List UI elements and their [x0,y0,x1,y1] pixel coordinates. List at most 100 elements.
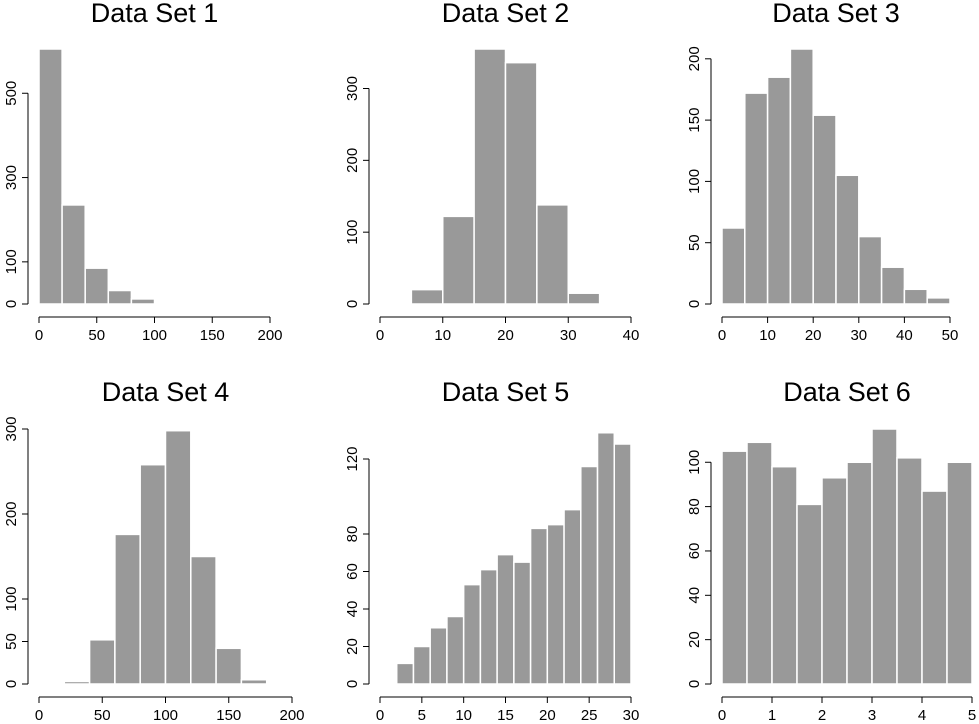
histogram-bar [504,61,538,305]
y-tick-label: 0 [3,680,20,688]
x-tick-label: 20 [539,707,556,724]
x-tick-label: 10 [759,327,776,344]
histogram-bar [473,48,507,305]
y-tick-label: 150 [686,108,703,133]
y-tick-label: 50 [3,633,20,650]
histogram-panel-2: Data Set 2 0 10 20 30 40 0 100 200 300 [344,0,639,344]
y-tick-label: 0 [344,680,361,688]
y-tick-label: 100 [344,220,361,245]
histogram-bar [546,523,565,685]
histogram-bar [766,76,792,305]
x-tick-label: 150 [200,327,225,344]
histogram-bar [63,680,91,685]
x-tick-label: 1 [768,707,776,724]
x-tick-label: 30 [560,327,577,344]
x-tick-label: 50 [94,707,111,724]
x-tick-label: 30 [623,707,640,724]
x-tick-label: 100 [153,707,178,724]
x-tick-label: 40 [623,327,640,344]
histogram-bar [240,679,268,685]
y-tick-label: 100 [686,450,703,475]
histogram-panel-5: Data Set 5 0 5 10 15 20 25 30 0 20 40 60 80 120 [344,377,639,724]
histogram-bar [903,288,928,305]
histogram-bar [821,477,848,685]
histogram-bar [215,647,243,685]
x-tick-label: 150 [216,707,241,724]
chart-title: Data Set 6 [783,377,911,407]
y-tick-label: 200 [686,46,703,71]
x-tick-label: 10 [455,707,472,724]
y-tick-label: 200 [344,148,361,173]
histogram-bar [580,465,599,685]
histogram-bar [596,432,616,685]
y-tick-label: 100 [3,249,20,274]
histogram-bar [410,288,444,305]
y-tick-label: 300 [3,416,20,441]
x-tick-label: 0 [376,327,384,344]
histogram-bar [835,174,860,305]
histogram-bar [462,583,482,685]
x-tick-label: 50 [942,327,959,344]
histogram-panel-1: Data Set 1 0 50 100 150 200 0 100 300 500 [3,0,283,344]
histogram-bar [536,204,569,305]
histogram-bar [61,204,86,305]
histogram-bar [446,615,465,685]
histogram-bar [107,289,133,305]
histogram-bar [164,429,192,685]
x-tick-label: 40 [896,327,913,344]
y-tick-label: 0 [686,680,703,688]
histogram-bar [513,561,532,685]
histogram-bar [796,503,823,685]
histogram-bar [38,48,63,305]
x-tick-label: 0 [35,707,43,724]
y-tick-label: 80 [686,498,703,515]
x-tick-label: 5 [968,707,976,724]
y-tick-label: 20 [686,631,703,648]
histogram-bar [721,227,746,305]
histogram-bar [563,508,582,685]
histogram-bar [442,215,475,305]
histogram-bar [896,457,923,685]
histogram-bar [130,298,156,305]
x-tick-label: 100 [142,327,167,344]
x-tick-label: 10 [434,327,451,344]
histogram-bar [921,490,948,685]
histogram-bar [412,645,431,685]
x-tick-label: 200 [279,707,304,724]
y-tick-label: 60 [686,543,703,560]
y-tick-label: 20 [344,638,361,655]
histogram-panel-4: Data Set 4 0 50 100 150 200 0 50 100 200 300 [3,377,305,724]
histogram-bar [880,266,906,305]
histogram-panel-6: Data Set 6 0 1 2 3 4 5 0 20 40 60 80 100 [686,377,976,724]
x-tick-label: 25 [581,707,598,724]
histogram-bar [746,441,773,685]
histogram-bar [114,533,141,685]
x-tick-label: 0 [718,327,726,344]
histogram-bar [190,555,217,685]
histogram-bar [812,114,837,305]
x-tick-label: 5 [418,707,426,724]
histogram-bar [846,461,873,685]
x-tick-label: 3 [868,707,876,724]
x-tick-label: 0 [35,327,43,344]
x-tick-label: 20 [805,327,822,344]
chart-title: Data Set 2 [442,0,570,28]
histogram-bar [858,235,883,305]
y-tick-label: 0 [3,300,20,308]
y-tick-label: 0 [344,300,361,308]
histogram-bar [946,461,973,685]
y-tick-label: 300 [344,76,361,101]
chart-title: Data Set 5 [442,377,570,407]
y-tick-label: 120 [344,446,361,471]
chart-title: Data Set 4 [102,377,230,407]
chart-title: Data Set 1 [91,0,219,28]
histogram-bar [789,48,814,305]
x-tick-label: 0 [718,707,726,724]
histogram-bar [139,463,167,685]
y-tick-label: 100 [686,169,703,194]
histogram-bar [721,450,748,685]
x-tick-label: 20 [497,327,514,344]
histogram-bar [479,568,498,685]
y-tick-label: 40 [686,587,703,604]
